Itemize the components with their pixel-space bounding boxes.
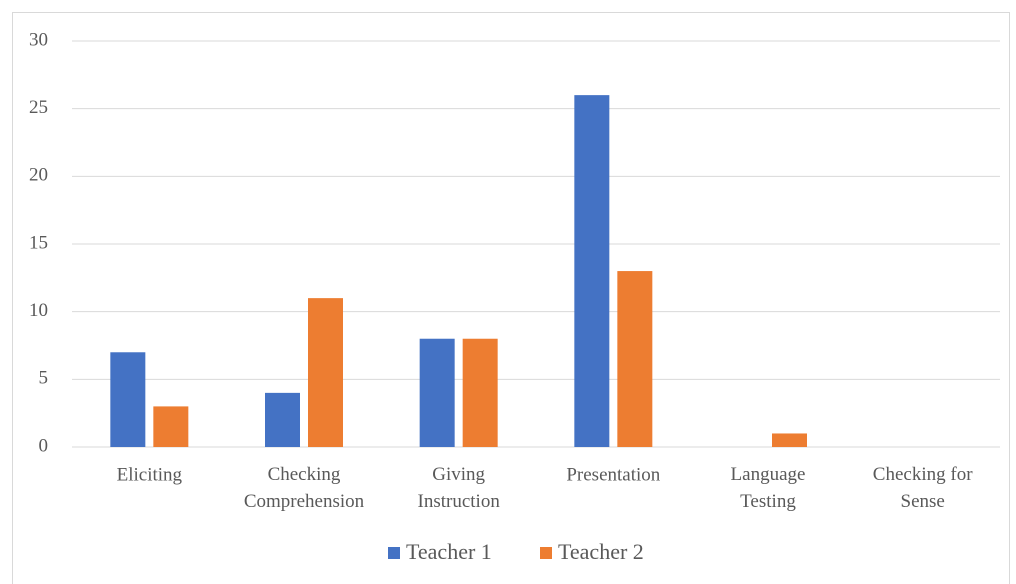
y-tick-label: 25	[29, 97, 48, 118]
bar	[419, 338, 455, 447]
legend-swatch	[388, 547, 400, 559]
x-tick-label: Language Testing	[731, 464, 806, 512]
legend-label: Teacher 1	[406, 539, 492, 564]
legend-label: Teacher 2	[558, 539, 644, 564]
y-tick-label: 0	[39, 435, 49, 456]
y-tick-label: 15	[29, 232, 48, 253]
x-tick-label: Presentation	[566, 464, 660, 485]
x-tick-label: Checking Comprehension	[244, 464, 365, 512]
bar	[153, 406, 189, 447]
bar	[574, 95, 610, 447]
x-tick-label: Giving Instruction	[418, 464, 501, 512]
y-tick-label: 30	[29, 29, 48, 50]
x-tick-label: Eliciting	[117, 464, 183, 485]
chart-frame	[12, 12, 1010, 584]
legend-swatch	[540, 547, 552, 559]
bar	[617, 271, 653, 447]
bar	[462, 338, 498, 447]
bar	[772, 433, 807, 447]
bar	[308, 298, 343, 447]
y-tick-label: 20	[29, 165, 48, 186]
y-tick-label: 10	[29, 300, 48, 321]
y-tick-label: 5	[39, 368, 49, 389]
bar	[110, 352, 146, 447]
bar	[265, 392, 300, 447]
x-tick-label: Checking for Sense	[873, 464, 973, 512]
